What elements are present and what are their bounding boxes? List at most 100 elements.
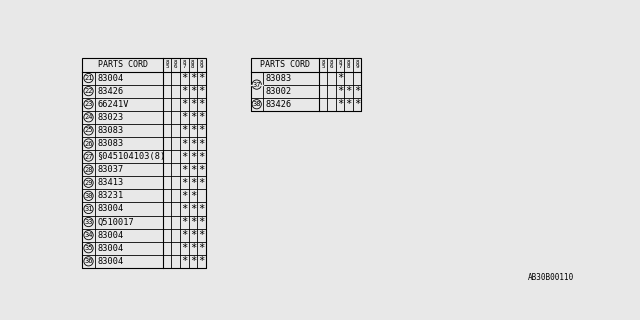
Text: *: * (189, 243, 196, 253)
Text: 28: 28 (84, 167, 93, 173)
Text: *: * (181, 99, 188, 109)
Bar (83, 58, 205, 268)
Text: *: * (337, 86, 343, 96)
Text: *: * (346, 99, 351, 109)
Text: *: * (189, 165, 196, 175)
Text: *: * (181, 86, 188, 96)
Text: *: * (189, 152, 196, 162)
Text: *: * (189, 217, 196, 227)
Text: *: * (189, 204, 196, 214)
Text: *: * (181, 178, 188, 188)
Text: 8
9: 8 9 (200, 60, 203, 69)
Text: 83426: 83426 (97, 87, 124, 96)
Text: 8
7: 8 7 (339, 60, 342, 69)
Text: 66241V: 66241V (97, 100, 129, 109)
Text: *: * (198, 125, 204, 135)
Text: 21: 21 (84, 75, 93, 81)
Text: 8
6: 8 6 (330, 60, 333, 69)
Text: 29: 29 (84, 180, 93, 186)
Text: 8
8: 8 8 (191, 60, 195, 69)
Text: *: * (354, 86, 360, 96)
Text: 8
9: 8 9 (355, 60, 359, 69)
Text: *: * (189, 112, 196, 122)
Text: 31: 31 (84, 206, 93, 212)
Text: AB30B00110: AB30B00110 (527, 274, 573, 283)
Text: *: * (198, 217, 204, 227)
Text: 25: 25 (84, 127, 93, 133)
Text: 83023: 83023 (97, 113, 124, 122)
Text: *: * (198, 152, 204, 162)
Text: *: * (181, 139, 188, 148)
Text: 83083: 83083 (97, 139, 124, 148)
Text: *: * (189, 86, 196, 96)
Text: 8
7: 8 7 (182, 60, 186, 69)
Text: *: * (181, 243, 188, 253)
Text: 83083: 83083 (265, 74, 291, 83)
Text: 83004: 83004 (97, 244, 124, 253)
Text: 33: 33 (84, 219, 93, 225)
Text: 26: 26 (84, 140, 93, 147)
Text: 83413: 83413 (97, 178, 124, 187)
Text: 38: 38 (252, 101, 261, 107)
Text: 8
8: 8 8 (347, 60, 350, 69)
Text: 83231: 83231 (97, 191, 124, 200)
Text: *: * (198, 256, 204, 266)
Text: *: * (181, 217, 188, 227)
Text: 24: 24 (84, 114, 93, 120)
Text: *: * (181, 165, 188, 175)
Text: 83004: 83004 (97, 231, 124, 240)
Text: 83004: 83004 (97, 74, 124, 83)
Text: 83083: 83083 (97, 126, 124, 135)
Text: 22: 22 (84, 88, 93, 94)
Bar (250, 58, 362, 111)
Text: *: * (181, 191, 188, 201)
Text: *: * (198, 243, 204, 253)
Text: *: * (198, 178, 204, 188)
Text: Q510017: Q510017 (97, 218, 134, 227)
Text: *: * (337, 73, 343, 83)
Text: 8
5: 8 5 (165, 60, 169, 69)
Text: *: * (198, 165, 204, 175)
Text: *: * (189, 256, 196, 266)
Text: 8
5: 8 5 (321, 60, 324, 69)
Text: §045104103(8): §045104103(8) (97, 152, 165, 161)
Text: *: * (354, 99, 360, 109)
Text: *: * (198, 230, 204, 240)
Text: *: * (189, 139, 196, 148)
Text: 27: 27 (84, 154, 93, 160)
Text: *: * (181, 230, 188, 240)
Text: *: * (181, 125, 188, 135)
Text: *: * (181, 73, 188, 83)
Text: *: * (189, 73, 196, 83)
Text: *: * (189, 125, 196, 135)
Text: 34: 34 (84, 232, 93, 238)
Text: *: * (198, 73, 204, 83)
Text: 83037: 83037 (97, 165, 124, 174)
Text: 30: 30 (84, 193, 93, 199)
Text: *: * (189, 178, 196, 188)
Text: 37: 37 (252, 82, 261, 88)
Text: *: * (181, 152, 188, 162)
Text: *: * (346, 86, 351, 96)
Text: 83426: 83426 (265, 100, 291, 109)
Text: 8
6: 8 6 (174, 60, 177, 69)
Text: PARTS CORD: PARTS CORD (260, 60, 310, 69)
Text: *: * (189, 99, 196, 109)
Text: 35: 35 (84, 245, 93, 251)
Text: *: * (189, 230, 196, 240)
Text: *: * (198, 112, 204, 122)
Text: *: * (189, 191, 196, 201)
Text: *: * (337, 99, 343, 109)
Text: *: * (198, 86, 204, 96)
Text: 23: 23 (84, 101, 93, 107)
Text: 83004: 83004 (97, 257, 124, 266)
Text: *: * (181, 112, 188, 122)
Text: 83004: 83004 (97, 204, 124, 213)
Text: PARTS CORD: PARTS CORD (98, 60, 148, 69)
Text: 83002: 83002 (265, 87, 291, 96)
Text: *: * (198, 204, 204, 214)
Text: *: * (181, 256, 188, 266)
Text: 36: 36 (84, 258, 93, 264)
Text: *: * (198, 139, 204, 148)
Text: *: * (198, 99, 204, 109)
